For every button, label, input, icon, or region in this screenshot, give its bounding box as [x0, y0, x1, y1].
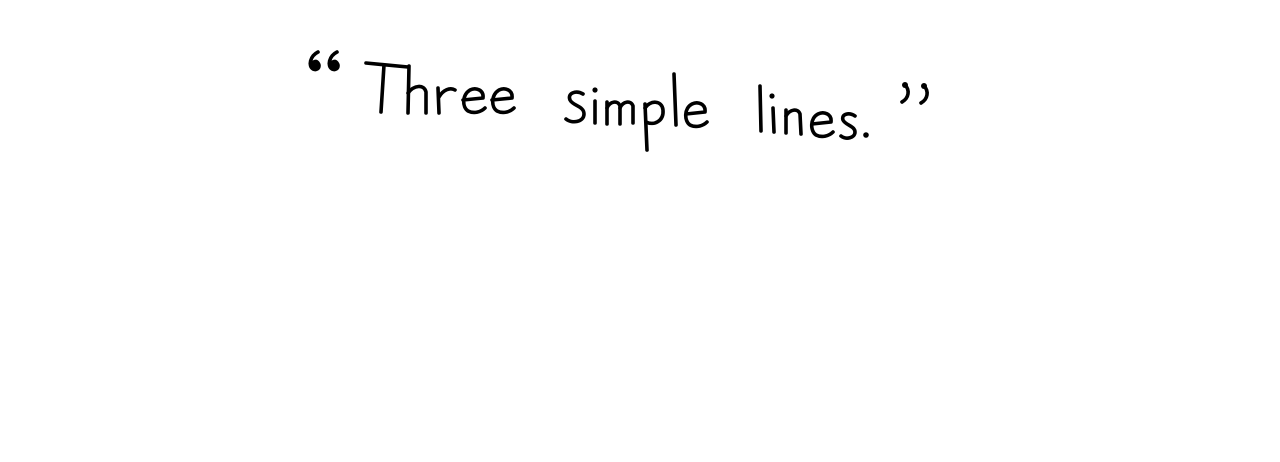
handwriting-drawing [308, 50, 929, 152]
word-lines [758, 84, 869, 140]
close-quote-mark [900, 82, 929, 105]
word-simple [564, 72, 709, 152]
open-quote-mark [308, 50, 340, 72]
handwritten-quote: “Three simple lines.” [300, 36, 940, 160]
word-three [364, 61, 516, 115]
